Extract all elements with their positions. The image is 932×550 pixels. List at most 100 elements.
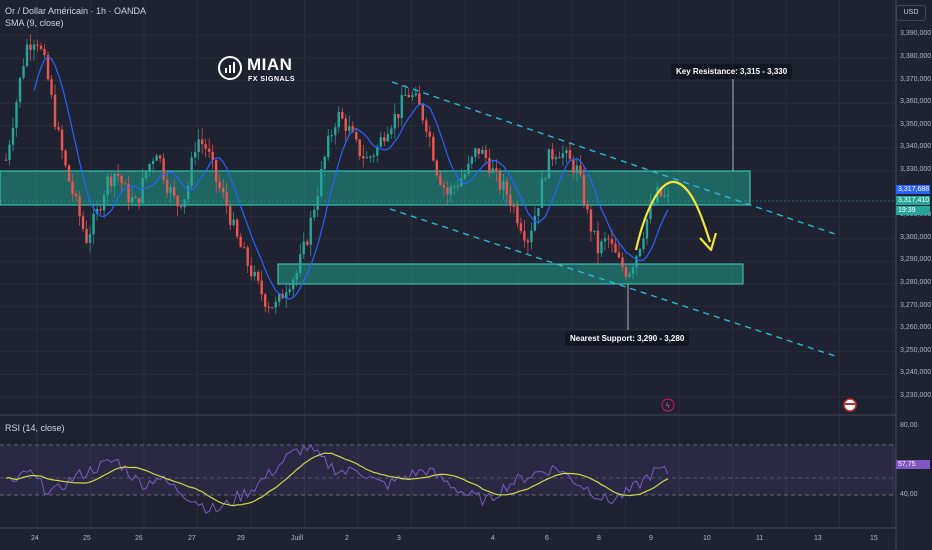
candle-body xyxy=(320,168,323,197)
candle-body xyxy=(263,294,267,307)
candle-body xyxy=(344,118,347,131)
candle-body xyxy=(642,238,645,249)
support-callout[interactable]: Nearest Support: 3,290 - 3,280 xyxy=(565,331,690,346)
candle-body xyxy=(29,44,32,50)
candle-body xyxy=(316,196,319,210)
candle-body xyxy=(470,156,474,164)
candle-body xyxy=(274,301,277,308)
candle-body xyxy=(176,195,179,207)
candle-body xyxy=(113,174,116,186)
candle-body xyxy=(22,65,25,78)
price-axis-label: 3,340,000 xyxy=(900,143,932,151)
candle-body xyxy=(393,114,396,129)
candle-body xyxy=(18,77,22,103)
candle-body xyxy=(239,236,242,248)
candle-body xyxy=(558,157,561,159)
price-axis-label: 3,270,000 xyxy=(900,301,932,309)
candle-body xyxy=(81,216,85,229)
projection-arrow xyxy=(634,180,712,251)
price-axis-label: 3,240,000 xyxy=(900,369,932,377)
candle-body xyxy=(533,215,537,231)
candle-body xyxy=(92,213,95,235)
candle-body xyxy=(561,153,565,158)
candle-body xyxy=(666,195,670,197)
candle-body xyxy=(88,234,92,243)
candle-body xyxy=(278,293,281,302)
candle-body xyxy=(390,128,393,135)
rsi-value-tag: 57,75 xyxy=(896,460,930,469)
candle-body xyxy=(586,204,589,210)
candle-body xyxy=(95,209,99,214)
price-axis-label: 3,330,000 xyxy=(900,166,932,173)
currency-button[interactable]: USD xyxy=(896,5,926,21)
candle-body xyxy=(271,307,274,309)
candle-body xyxy=(267,306,270,308)
candle-body xyxy=(439,175,442,185)
candle-body xyxy=(64,150,67,166)
candle-body xyxy=(481,149,484,154)
price-axis-label: 3,280,000 xyxy=(900,279,932,286)
logo-emblem-icon xyxy=(218,56,242,80)
candle-body xyxy=(467,163,470,174)
candle-body xyxy=(425,120,428,132)
candle-body xyxy=(523,231,526,241)
resistance-callout[interactable]: Key Resistance: 3,315 - 3,330 xyxy=(671,64,793,79)
time-axis-label: 26 xyxy=(135,535,143,542)
candle-body xyxy=(165,179,169,193)
candle-body xyxy=(130,197,134,203)
rsi-axis-label-80: 80,00 xyxy=(900,422,918,429)
candle-body xyxy=(309,217,312,245)
candle-body xyxy=(526,240,530,243)
candle-body xyxy=(607,238,610,240)
candle-body xyxy=(446,187,449,195)
candle-body xyxy=(362,156,365,159)
price-axis-label: 3,360,000 xyxy=(900,98,932,106)
candle-body xyxy=(348,126,351,131)
candle-body xyxy=(554,157,558,160)
candle-body xyxy=(323,156,326,169)
candle-body xyxy=(516,206,519,224)
candle-body xyxy=(39,45,43,49)
candle-body xyxy=(46,55,50,80)
candle-body xyxy=(453,186,456,188)
candle-body xyxy=(575,165,579,173)
sma-indicator-label[interactable]: SMA (9, close) xyxy=(5,18,64,28)
candle-body xyxy=(204,144,207,149)
time-axis-label: 11 xyxy=(756,535,764,542)
candle-body xyxy=(4,159,8,161)
candle-body xyxy=(221,188,225,193)
candle-body xyxy=(78,196,81,217)
channel-lower-line xyxy=(389,208,839,358)
candle-body xyxy=(313,209,316,218)
candle-body xyxy=(509,194,512,207)
candle-body xyxy=(663,195,666,197)
candle-body xyxy=(53,94,57,128)
candle-body xyxy=(337,112,340,128)
candle-body xyxy=(407,94,411,98)
flash-event-icon[interactable] xyxy=(661,398,675,412)
price-axis-label: 3,380,000 xyxy=(900,53,932,60)
rsi-indicator-label[interactable]: RSI (14, close) xyxy=(5,423,65,433)
candle-body xyxy=(491,168,495,173)
candle-body xyxy=(621,257,624,268)
candle-body xyxy=(25,44,29,66)
candle-body xyxy=(649,204,652,220)
time-axis-label: 10 xyxy=(703,535,711,542)
chart-title[interactable]: Or / Dollar Américain · 1h · OANDA xyxy=(5,6,147,16)
candle-body xyxy=(8,144,11,160)
candle-body xyxy=(477,148,481,154)
candle-body xyxy=(617,252,621,258)
candle-body xyxy=(488,157,491,173)
candle-body xyxy=(242,247,246,249)
candle-body xyxy=(193,152,197,158)
candle-body xyxy=(495,168,498,172)
candle-body xyxy=(292,279,295,290)
candle-body xyxy=(596,230,600,254)
candle-body xyxy=(148,164,151,173)
candle-body xyxy=(341,112,344,119)
candle-body xyxy=(249,265,253,277)
candle-body xyxy=(593,230,596,232)
candle-body xyxy=(463,173,467,179)
price-axis-label: 3,350,000 xyxy=(900,120,932,128)
